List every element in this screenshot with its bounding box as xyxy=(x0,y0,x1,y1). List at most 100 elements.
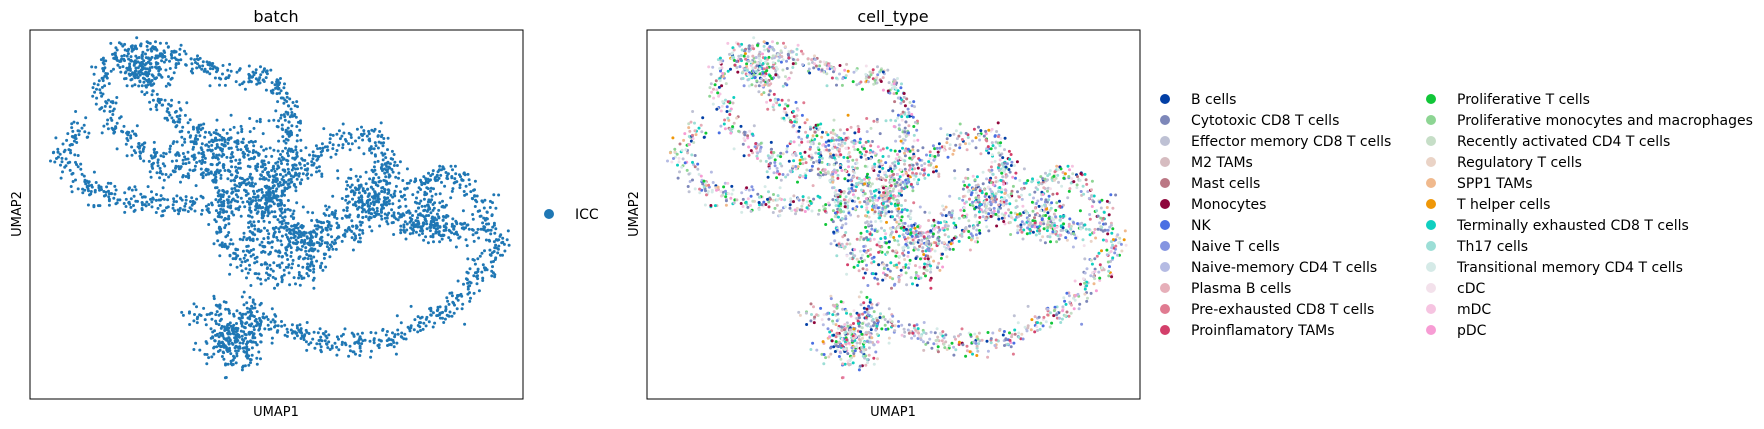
scatter-point xyxy=(404,237,408,241)
scatter-point xyxy=(149,80,153,84)
scatter-point xyxy=(61,142,65,146)
scatter-point xyxy=(137,56,141,59)
scatter-point xyxy=(239,196,243,200)
scatter-point xyxy=(248,206,252,210)
scatter-point xyxy=(903,154,907,158)
scatter-point xyxy=(282,101,286,105)
scatter-point xyxy=(227,214,231,218)
scatter-point xyxy=(264,88,268,92)
scatter-point xyxy=(296,167,300,171)
scatter-point xyxy=(728,109,732,113)
scatter-point xyxy=(242,330,246,334)
scatter-point xyxy=(408,232,412,236)
scatter-point xyxy=(312,330,316,334)
scatter-point xyxy=(481,263,485,267)
scatter-point xyxy=(74,178,77,182)
scatter-point xyxy=(291,166,295,170)
scatter-point xyxy=(466,281,470,285)
scatter-point xyxy=(293,112,297,116)
scatter-point xyxy=(130,145,134,149)
scatter-point xyxy=(466,292,470,296)
scatter-point xyxy=(798,158,802,162)
scatter-point xyxy=(123,191,127,195)
scatter-point xyxy=(76,154,80,157)
scatter-point xyxy=(419,329,422,332)
scatter-point xyxy=(255,202,259,206)
scatter-point xyxy=(413,200,417,204)
scatter-point xyxy=(682,138,686,142)
scatter-point xyxy=(259,65,262,69)
scatter-point xyxy=(975,344,979,348)
scatter-point xyxy=(210,201,214,205)
scatter-point xyxy=(855,257,859,261)
scatter-point xyxy=(150,49,154,53)
scatter-point xyxy=(390,208,394,212)
scatter-point xyxy=(119,42,123,46)
scatter-point xyxy=(396,332,400,336)
scatter-point xyxy=(274,324,277,328)
scatter-point xyxy=(389,342,393,346)
scatter-point xyxy=(325,342,329,346)
scatter-point xyxy=(247,331,251,335)
scatter-point xyxy=(865,268,869,272)
scatter-point xyxy=(192,319,196,323)
scatter-point xyxy=(188,206,192,210)
scatter-point xyxy=(158,166,162,170)
scatter-point xyxy=(279,173,282,177)
scatter-point xyxy=(130,49,134,53)
scatter-point xyxy=(316,331,320,335)
scatter-point xyxy=(276,160,280,164)
scatter-point xyxy=(190,62,194,66)
scatter-point xyxy=(159,154,163,158)
scatter-point xyxy=(216,191,220,195)
scatter-point xyxy=(266,214,270,218)
scatter-point xyxy=(416,315,420,319)
scatter-point xyxy=(113,51,117,55)
scatter-point xyxy=(214,220,218,224)
scatter-point xyxy=(134,66,138,70)
scatter-point xyxy=(112,196,116,200)
scatter-point xyxy=(192,348,196,351)
scatter-point xyxy=(984,138,988,142)
scatter-point xyxy=(154,198,158,202)
scatter-point xyxy=(240,313,244,317)
scatter-point xyxy=(334,152,338,156)
scatter-point xyxy=(272,202,276,206)
scatter-point xyxy=(244,267,248,271)
scatter-point xyxy=(1012,341,1016,345)
scatter-point xyxy=(493,231,497,235)
scatter-point xyxy=(364,210,368,214)
scatter-point xyxy=(238,83,242,87)
scatter-point xyxy=(226,68,230,72)
scatter-point xyxy=(916,138,920,142)
scatter-point xyxy=(216,239,220,243)
scatter-point xyxy=(126,133,130,137)
scatter-point xyxy=(155,66,159,70)
scatter-point xyxy=(165,116,169,120)
scatter-point xyxy=(118,66,122,69)
scatter-point xyxy=(121,65,125,69)
scatter-point xyxy=(192,202,196,205)
scatter-point xyxy=(114,101,118,105)
scatter-point xyxy=(305,253,309,256)
scatter-point xyxy=(79,167,83,171)
scatter-point xyxy=(862,306,866,310)
scatter-point xyxy=(265,267,269,271)
scatter-point xyxy=(436,224,440,227)
scatter-point xyxy=(280,278,284,282)
scatter-point xyxy=(100,131,104,135)
scatter-point xyxy=(288,208,292,212)
scatter-point xyxy=(272,184,276,188)
scatter-point xyxy=(177,167,181,171)
scatter-point xyxy=(481,279,485,282)
scatter-point xyxy=(749,194,753,198)
scatter-point xyxy=(376,344,380,347)
scatter-point xyxy=(840,169,844,172)
scatter-point xyxy=(1088,217,1092,221)
scatter-point xyxy=(168,67,172,70)
scatter-point xyxy=(852,70,856,74)
scatter-point xyxy=(380,203,383,207)
scatter-point xyxy=(223,376,227,380)
scatter-point xyxy=(706,190,710,193)
scatter-point xyxy=(328,348,332,351)
